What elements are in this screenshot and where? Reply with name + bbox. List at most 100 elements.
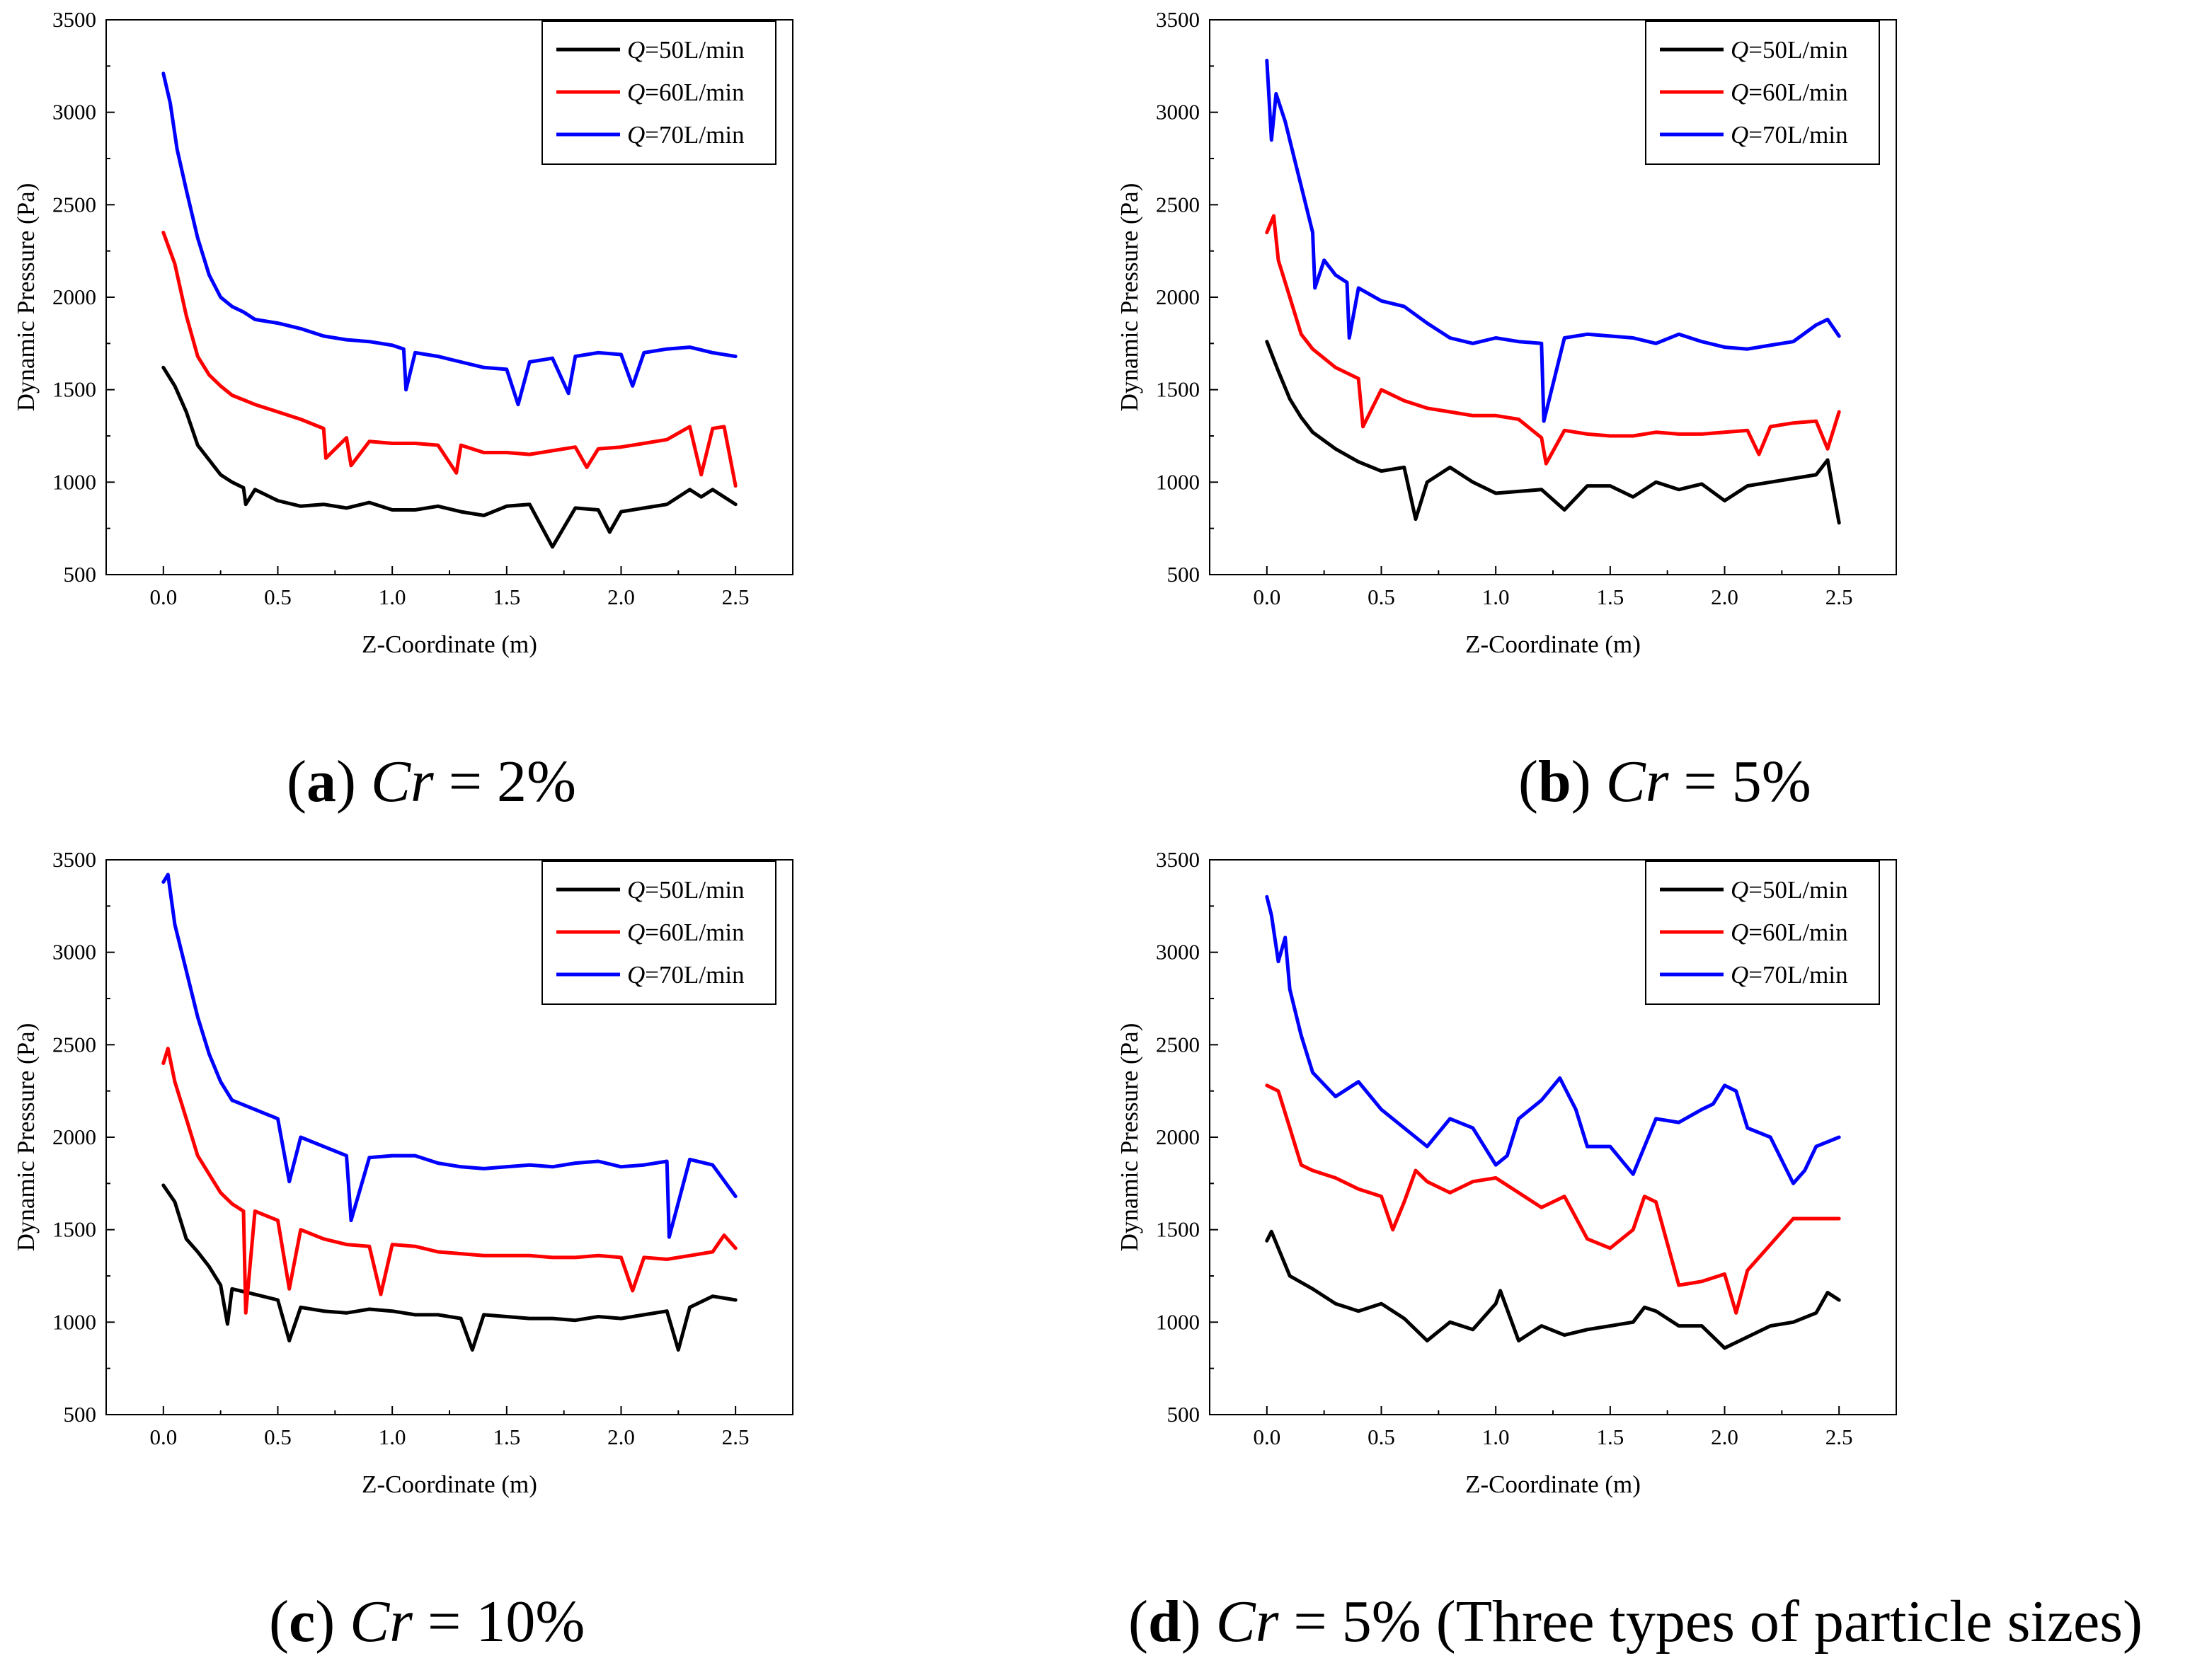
caption-d: (d) Cr = 5% (Three types of particle siz… [1128,1589,2143,1655]
legend-label-1: Q=50L/min [627,876,745,904]
series-line-1 [1265,1229,1841,1350]
series-line-3 [161,71,738,407]
y-tick-label: 2000 [52,1124,96,1149]
legend-label-3: Q=70L/min [627,961,745,989]
y-tick-label: 1500 [1156,377,1200,402]
y-tick-label: 500 [1167,562,1200,587]
x-tick-label: 1.0 [1482,585,1510,609]
y-tick-label: 1000 [1156,1309,1200,1334]
y-tick-label: 3000 [52,940,96,965]
legend-label-3: Q=70L/min [1731,121,1848,149]
caption-b-text: = 5% [1668,749,1811,815]
x-tick-label: 2.0 [607,1425,635,1449]
y-tick-label: 2500 [52,192,96,217]
chart-panel-b: 0.0 0.5 1.0 1.5 2.0 2.5 500 1000 1500 2000 2500 300… [1104,0,2207,840]
caption-d-label: d [1147,1589,1181,1655]
x-tick-label: 0.0 [1253,585,1280,609]
legend-label-3: Q=70L/min [1731,961,1848,989]
x-tick-label: 1.0 [379,585,406,609]
series-line-3 [1265,59,1841,423]
caption-a-var: Cr [370,749,434,815]
chart-a-svg: 0.0 0.5 1.0 1.5 2.0 2.5 500 1000 1500 2000 2500 300… [12,7,793,658]
x-tick-label: 0.5 [264,585,292,609]
y-tick-label: 3500 [52,7,96,32]
x-tick-label: 2.5 [722,585,750,609]
x-tick-label: 2.0 [1711,1425,1738,1449]
x-tick-label: 1.0 [1482,1425,1510,1449]
y-tick-label: 1500 [52,1217,96,1242]
x-tick-label: 1.5 [1596,585,1624,609]
caption-c-text: = 10% [412,1589,585,1655]
series-group [1265,59,1841,525]
x-tick-label: 1.5 [493,1425,520,1449]
x-tick-label: 2.5 [722,1425,750,1449]
y-tick-label: 3000 [1156,940,1200,965]
y-tick-label: 1500 [52,377,96,402]
caption-d-text: = 5% (Three types of particle sizes) [1278,1589,2143,1655]
chart-c-svg: 0.0 0.5 1.0 1.5 2.0 2.5 500 1000 1500 2000 2500 300… [12,847,793,1498]
x-tick-label: 1.5 [1596,1425,1624,1449]
x-tick-label: 1.5 [493,585,520,609]
y-tick-label: 3000 [1156,100,1200,125]
series-line-1 [1265,340,1841,525]
y-tick-label: 3000 [52,100,96,125]
y-axis-title: Dynamic Pressure (Pa) [1116,183,1143,412]
legend-box [1645,861,1880,1005]
y-tick-label: 2000 [1156,284,1200,309]
legend-label-3: Q=70L/min [627,121,745,149]
caption-c-label: c [288,1589,316,1655]
series-line-2 [1265,214,1841,466]
chart-panel-c: 0.0 0.5 1.0 1.5 2.0 2.5 500 1000 1500 2000 2500 300… [0,840,1104,1680]
y-tick-label: 2500 [52,1032,96,1057]
x-axis-title: Z-Coordinate (m) [1465,1471,1641,1498]
x-tick-label: 2.0 [607,585,635,609]
series-line-3 [161,873,738,1239]
caption-b-var: Cr [1605,749,1669,815]
legend-label-2: Q=60L/min [1731,919,1848,946]
series-group [161,873,738,1352]
legend-label-1: Q=50L/min [1731,876,1848,904]
legend-label-2: Q=60L/min [627,79,745,106]
y-tick-label: 1500 [1156,1217,1200,1242]
y-tick-label: 500 [64,562,97,587]
caption-a-text: = 2% [433,749,577,815]
legend-label-1: Q=50L/min [627,36,745,64]
y-tick-label: 3500 [1156,847,1200,872]
series-line-2 [161,1047,738,1315]
series-line-2 [161,231,738,488]
legend-label-2: Q=60L/min [627,919,745,946]
legend-label-2: Q=60L/min [1731,79,1848,106]
y-tick-label: 1000 [52,469,96,494]
legend-label-1: Q=50L/min [1731,36,1848,64]
x-axis-title: Z-Coordinate (m) [362,631,537,658]
x-tick-label: 0.5 [1368,1425,1395,1449]
y-tick-label: 2500 [1156,192,1200,217]
y-tick-label: 2500 [1156,1032,1200,1057]
chart-panel-a: 0.0 0.5 1.0 1.5 2.0 2.5 500 1000 1500 2000 2500 300… [0,0,1104,840]
caption-c: (c) Cr = 10% [269,1589,585,1655]
chart-b-svg: 0.0 0.5 1.0 1.5 2.0 2.5 500 1000 1500 2000 2500 300… [1116,7,1897,658]
caption-c-var: Cr [350,1589,413,1655]
x-tick-label: 0.0 [149,585,177,609]
series-group [1265,894,1841,1350]
series-line-2 [1265,1083,1841,1315]
y-axis-title: Dynamic Pressure (Pa) [12,1023,40,1252]
x-tick-label: 0.5 [264,1425,292,1449]
x-tick-label: 2.5 [1825,1425,1853,1449]
y-axis-title: Dynamic Pressure (Pa) [12,183,40,412]
y-tick-label: 3500 [52,847,96,872]
chart-panel-d: 0.0 0.5 1.0 1.5 2.0 2.5 500 1000 1500 2000 2500 300… [1104,840,2207,1680]
caption-b-label: b [1537,749,1571,815]
series-group [161,71,738,549]
caption-a-label: a [306,749,336,815]
y-tick-label: 2000 [52,284,96,309]
x-tick-label: 0.0 [1253,1425,1280,1449]
caption-b: (b) Cr = 5% [1518,749,1811,815]
series-line-1 [161,1183,738,1352]
x-tick-label: 2.0 [1711,585,1738,609]
x-tick-label: 0.5 [1368,585,1395,609]
x-axis-title: Z-Coordinate (m) [362,1471,537,1498]
y-tick-label: 1000 [1156,469,1200,494]
y-tick-label: 500 [1167,1402,1200,1427]
y-tick-label: 1000 [52,1309,96,1334]
